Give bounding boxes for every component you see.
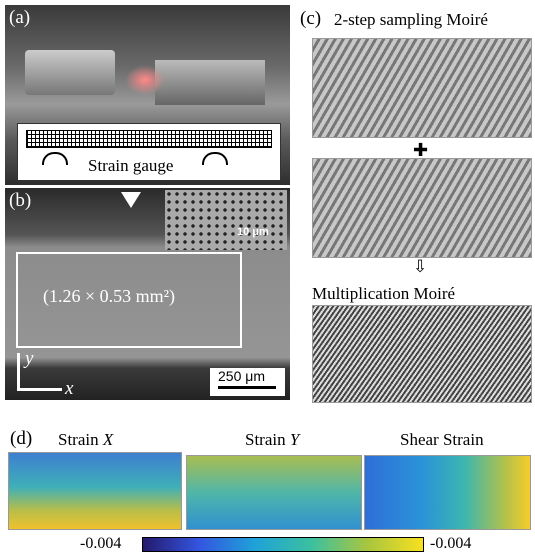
axis-y: y [25, 348, 34, 369]
panel-label: (a) [9, 7, 31, 28]
panel-label: (d) [10, 428, 33, 449]
grip [25, 50, 115, 95]
moire-image [312, 305, 532, 403]
roi-size: (1.26 × 0.53 mm²) [43, 286, 176, 306]
map-name: Strain [245, 430, 286, 449]
moire-image [312, 158, 532, 258]
panel-label: (c) [300, 8, 322, 29]
map-var: X [102, 430, 114, 449]
support [42, 152, 68, 165]
moire-image [312, 38, 532, 138]
sem-b: 10 μm (1.26 × 0.53 mm²) 250 μm y x (b) [5, 188, 290, 400]
map-title: Strain Y [245, 430, 299, 450]
strain-map [186, 455, 362, 530]
plus-icon: ✚ [413, 140, 429, 161]
gauge-label: Strain gauge [88, 156, 174, 175]
colorbar [142, 537, 424, 552]
title: 2-step sampling Moiré [334, 10, 488, 29]
map-title: Strain X [58, 430, 113, 450]
grip [155, 60, 265, 105]
map-title: Shear Strain [400, 430, 484, 449]
inset-scale: 10 μm [237, 226, 269, 238]
scale-text: 250 μm [218, 368, 265, 384]
laser [125, 65, 165, 95]
axis-x: x [65, 378, 74, 399]
photo-a: Strain gauge (a) [5, 5, 290, 185]
map-var: Y [289, 430, 300, 449]
support [202, 152, 228, 165]
panel-label: (b) [9, 190, 32, 211]
strain-map [364, 455, 531, 530]
result-title: Multiplication Moiré [312, 284, 456, 303]
scale-bar [218, 386, 276, 389]
colorbar-max: -0.004 [430, 535, 472, 552]
axis [17, 353, 20, 391]
arrow [121, 192, 141, 208]
colorbar-min: -0.004 [80, 535, 122, 552]
scale-box [210, 368, 285, 396]
arrow-icon: ⇩ [413, 257, 428, 277]
roi [16, 252, 242, 348]
inset [165, 190, 287, 250]
grid-specimen [26, 130, 272, 148]
strain-map [8, 452, 182, 530]
map-name: Strain [58, 430, 99, 449]
schematic: Strain gauge [17, 123, 281, 181]
axis [17, 388, 62, 391]
